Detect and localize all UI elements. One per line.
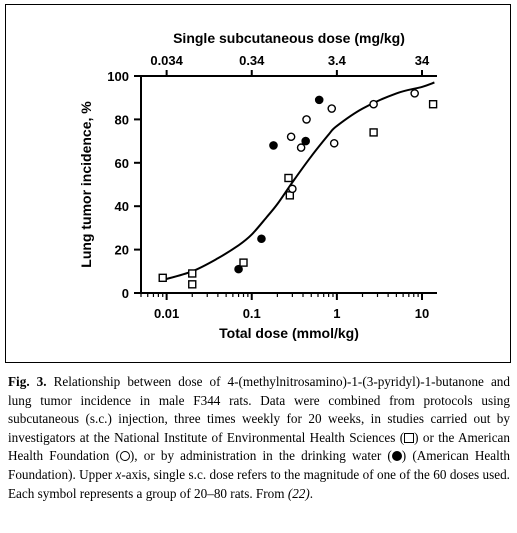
- y-axis-title: Lung tumor incidence, %: [78, 101, 94, 268]
- y-tick-label: 20: [115, 243, 129, 258]
- figure-caption: Fig. 3. Relationship between dose of 4-(…: [8, 373, 510, 503]
- caption-label: Fig. 3.: [8, 374, 47, 389]
- open-square-point: [239, 258, 248, 267]
- y-tick-label: 40: [115, 199, 129, 214]
- open-square-point: [428, 100, 438, 109]
- caption-text-3: ), or by administration in the drinking …: [129, 448, 392, 464]
- x-axis-title: Total dose (mmol/kg): [219, 325, 359, 341]
- fit-curve: [162, 81, 435, 281]
- top-tick-label: 0.34: [239, 53, 265, 68]
- top-tick-label: 34: [415, 53, 430, 68]
- y-tick-label: 0: [122, 286, 129, 301]
- open-square-point: [284, 173, 293, 183]
- x-tick-label: 0.01: [154, 306, 179, 321]
- caption-text-6: .: [309, 485, 314, 501]
- open-circle-point: [369, 99, 378, 109]
- caption-reference: (22): [287, 485, 310, 501]
- x-tick-label: 1: [333, 306, 340, 321]
- open-circle-point: [329, 138, 339, 148]
- caption-x-variable: x: [115, 466, 122, 482]
- open-square-point: [188, 269, 197, 278]
- filled-circle-symbol-icon: [391, 451, 402, 462]
- filled-circle-point: [257, 234, 266, 244]
- filled-circle-point: [269, 141, 278, 150]
- caption-text-1: Relationship between dose of 4-(methylni…: [8, 374, 510, 445]
- caption-text-4: ) (American Health Foundation). Upper: [8, 448, 510, 482]
- open-square-point: [158, 273, 167, 283]
- caption-text-2: ) or the American Health Foundation (: [8, 429, 510, 464]
- open-circle-point: [410, 89, 419, 98]
- open-circle-point: [288, 184, 297, 194]
- open-circle-symbol-icon: [119, 451, 130, 462]
- open-circle-point: [296, 143, 306, 152]
- filled-circle-point: [314, 95, 324, 105]
- open-circle-point: [327, 104, 337, 113]
- y-tick-label: 60: [115, 156, 129, 171]
- top-axis-title: Single subcutaneous dose (mg/kg): [173, 30, 405, 46]
- top-tick-label: 0.034: [150, 53, 183, 68]
- caption-text-5: -axis, single s.c. dose refers to the ma…: [8, 466, 510, 501]
- chart: 0.01 0.1 1 10 0.034 0.34 3.4 34 0 20 40 60 80 100 Sing…: [78, 30, 438, 341]
- filled-circle-point: [301, 136, 310, 146]
- y-tick-label: 100: [107, 69, 129, 84]
- y-tick-label: 80: [115, 112, 129, 127]
- figure-panel: 0.01 0.1 1 10 0.034 0.34 3.4 34 0 20 40 60 80 100 Sing…: [5, 4, 511, 363]
- open-square-symbol-icon: [404, 432, 415, 443]
- open-circle-point: [302, 115, 311, 124]
- open-square-point: [369, 128, 378, 137]
- top-tick-label: 3.4: [328, 53, 347, 68]
- filled-circle-point: [234, 264, 243, 274]
- x-tick-label: 10: [415, 306, 429, 321]
- open-circle-point: [286, 132, 296, 142]
- open-square-point: [188, 280, 197, 289]
- x-tick-label: 0.1: [243, 306, 261, 321]
